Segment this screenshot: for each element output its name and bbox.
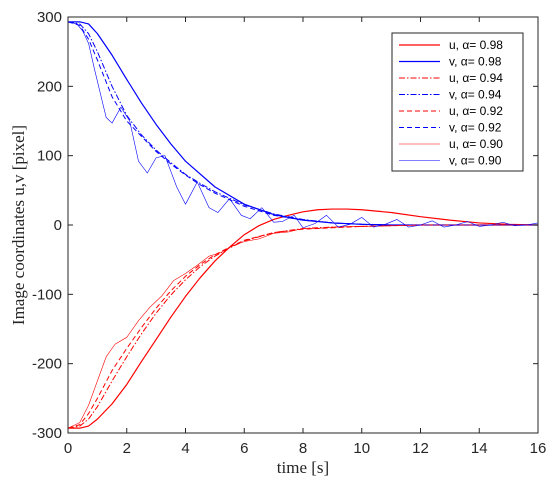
series-layer: [67, 21, 539, 429]
series-line-7: [67, 224, 538, 429]
x-tick-label: 0: [64, 440, 72, 457]
y-tick-label: 0: [54, 217, 62, 234]
y-tick-label: 100: [37, 148, 62, 165]
y-tick-label: -100: [32, 286, 62, 303]
legend-label: u, α= 0.90: [449, 137, 503, 151]
y-axis-title: Image coordinates u,v [pixel]: [9, 125, 28, 325]
series-line-6: [67, 21, 538, 226]
legend-label: u, α= 0.94: [449, 71, 503, 85]
x-tick-label: 4: [181, 440, 189, 457]
legend-label: u, α= 0.98: [449, 38, 503, 52]
series-line-8: [67, 21, 539, 229]
y-tick-label: -300: [32, 425, 62, 442]
x-tick-label: 14: [471, 440, 488, 457]
legend-label: v, α= 0.92: [449, 121, 502, 135]
x-tick-label: 6: [240, 440, 248, 457]
tick-layer: 0 2 4 6 8 10 12 14 16 -300 -200 -100 0 100 200 300: [32, 9, 546, 457]
y-tick-label: 200: [37, 78, 62, 95]
legend: u, α= 0.98 v, α= 0.98 u, α= 0.94 v, α= 0.94…: [391, 32, 524, 172]
legend-label: v, α= 0.94: [449, 88, 502, 102]
legend-label: u, α= 0.92: [449, 104, 503, 118]
legend-label: v, α= 0.98: [449, 55, 502, 69]
y-tick-label: -200: [32, 356, 62, 373]
x-tick-label: 2: [123, 440, 131, 457]
x-axis-title: time [s]: [277, 458, 329, 477]
series-line-1: [68, 208, 539, 429]
legend-box: [391, 32, 524, 172]
series-line-3: [67, 224, 538, 429]
x-tick-label: 10: [353, 440, 370, 457]
y-tick-label: 300: [37, 9, 62, 26]
x-tick-label: 8: [299, 440, 307, 457]
x-tick-label: 16: [530, 440, 547, 457]
legend-label: v, α= 0.90: [449, 154, 502, 168]
x-tick-label: 12: [412, 440, 429, 457]
